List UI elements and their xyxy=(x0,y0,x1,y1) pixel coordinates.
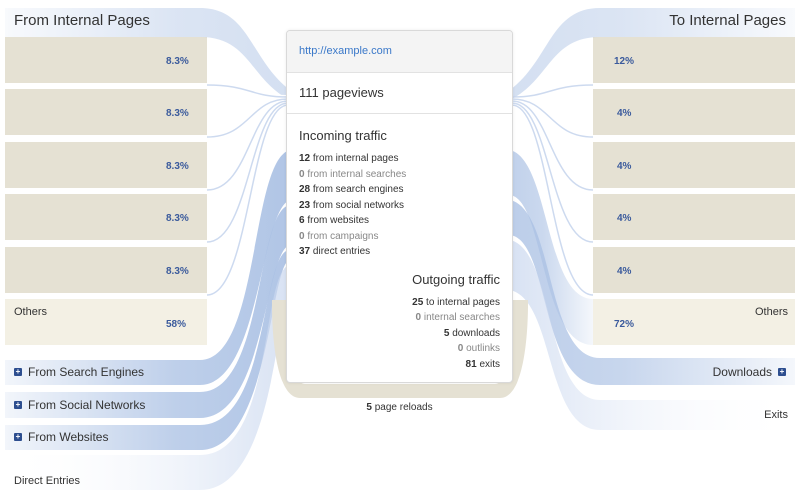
left-page-box[interactable] xyxy=(5,89,207,135)
right-page-box[interactable] xyxy=(593,247,795,293)
websites-flow xyxy=(5,250,290,450)
downloads-flow xyxy=(510,200,795,385)
group-social-networks[interactable]: + From Social Networks xyxy=(14,398,145,412)
incoming-traffic-title: Incoming traffic xyxy=(299,128,387,143)
group-search-engines[interactable]: + From Search Engines xyxy=(14,365,144,379)
outgoing-stat: 25 to internal pages xyxy=(412,296,500,308)
right-box-pct: 4% xyxy=(617,108,632,119)
right-page-box[interactable] xyxy=(593,194,795,240)
left-box-pct: 8.3% xyxy=(166,108,189,119)
right-box-pct: 4% xyxy=(617,161,632,172)
page-url-link[interactable]: http://example.com xyxy=(287,31,512,73)
group-downloads[interactable]: Downloads + xyxy=(713,365,786,379)
left-page-box[interactable] xyxy=(5,247,207,293)
incoming-list: 12 from internal pages 0 from internal s… xyxy=(287,151,512,260)
right-box-pct: 4% xyxy=(617,213,632,224)
left-page-boxes xyxy=(5,37,207,345)
incoming-stat: 6 from websites xyxy=(299,215,370,226)
incoming-stat: 0 from internal searches xyxy=(299,168,407,180)
page-summary-card: http://example.com 111 pageviews Incomin… xyxy=(286,30,513,383)
right-box-pct: 4% xyxy=(617,266,632,277)
page-reloads: 5 page reloads xyxy=(366,402,433,413)
outgoing-stat: 0 internal searches xyxy=(415,312,501,323)
right-page-box[interactable] xyxy=(593,37,795,83)
right-header: To Internal Pages xyxy=(669,12,786,29)
search-engines-flow xyxy=(5,150,290,385)
expand-plus-icon[interactable]: + xyxy=(14,432,22,441)
left-page-box[interactable] xyxy=(5,142,207,188)
left-page-box[interactable] xyxy=(5,37,207,83)
left-internal-flows-fill xyxy=(206,84,289,296)
left-others-box[interactable] xyxy=(5,299,207,345)
right-box-pct: 12% xyxy=(614,56,635,67)
group-label: Downloads xyxy=(712,365,772,379)
left-box-pct: 8.3% xyxy=(166,213,189,224)
outgoing-stat: 81 exits xyxy=(465,358,500,370)
group-label: From Social Networks xyxy=(28,398,146,412)
direct-entries-flow xyxy=(5,265,290,490)
incoming-stat: 28 from search engines xyxy=(299,184,404,195)
left-box-pct: 8.3% xyxy=(166,266,189,277)
incoming-stat: 0 from campaigns xyxy=(299,230,379,242)
right-page-box[interactable] xyxy=(593,142,795,188)
left-box-pct: 8.3% xyxy=(166,161,189,172)
right-others-box[interactable] xyxy=(593,299,795,345)
outgoing-list: 25 to internal pages 0 internal searches… xyxy=(287,295,512,373)
right-page-boxes xyxy=(593,37,795,345)
left-box-pct: 8.3% xyxy=(166,56,189,67)
outgoing-stat: 0 outlinks xyxy=(457,343,500,354)
right-internal-flows-fill xyxy=(511,84,594,296)
right-page-box[interactable] xyxy=(593,89,795,135)
right-others-flow xyxy=(510,150,593,345)
right-others-pct: 72% xyxy=(614,319,635,330)
expand-plus-icon[interactable]: + xyxy=(778,367,786,376)
exits-label: Exits xyxy=(764,409,788,421)
right-internal-header-flow xyxy=(510,8,795,100)
expand-plus-icon[interactable]: + xyxy=(14,367,22,376)
left-internal-header-flow xyxy=(5,8,290,100)
outgoing-traffic-title: Outgoing traffic xyxy=(412,271,500,287)
direct-entries-label: Direct Entries xyxy=(14,475,81,487)
right-others-label: Others xyxy=(754,306,788,318)
group-label: From Search Engines xyxy=(28,365,145,379)
pageviews-count: 111 pageviews xyxy=(287,73,512,114)
left-others-pct: 58% xyxy=(166,319,187,330)
left-header: From Internal Pages xyxy=(14,12,150,29)
group-label: From Websites xyxy=(28,430,109,444)
incoming-stat: 23 from social networks xyxy=(299,199,405,211)
incoming-stat: 37 direct entries xyxy=(299,246,371,257)
group-websites[interactable]: + From Websites xyxy=(14,430,108,444)
expand-plus-icon[interactable]: + xyxy=(14,400,22,409)
left-others-label: Others xyxy=(14,306,48,318)
page-reloads-loop xyxy=(271,300,529,398)
social-networks-flow xyxy=(5,205,290,418)
exits-flow xyxy=(510,240,795,430)
incoming-stat: 12 from internal pages xyxy=(299,153,399,164)
outgoing-stat: 5 downloads xyxy=(443,327,500,339)
left-page-box[interactable] xyxy=(5,194,207,240)
